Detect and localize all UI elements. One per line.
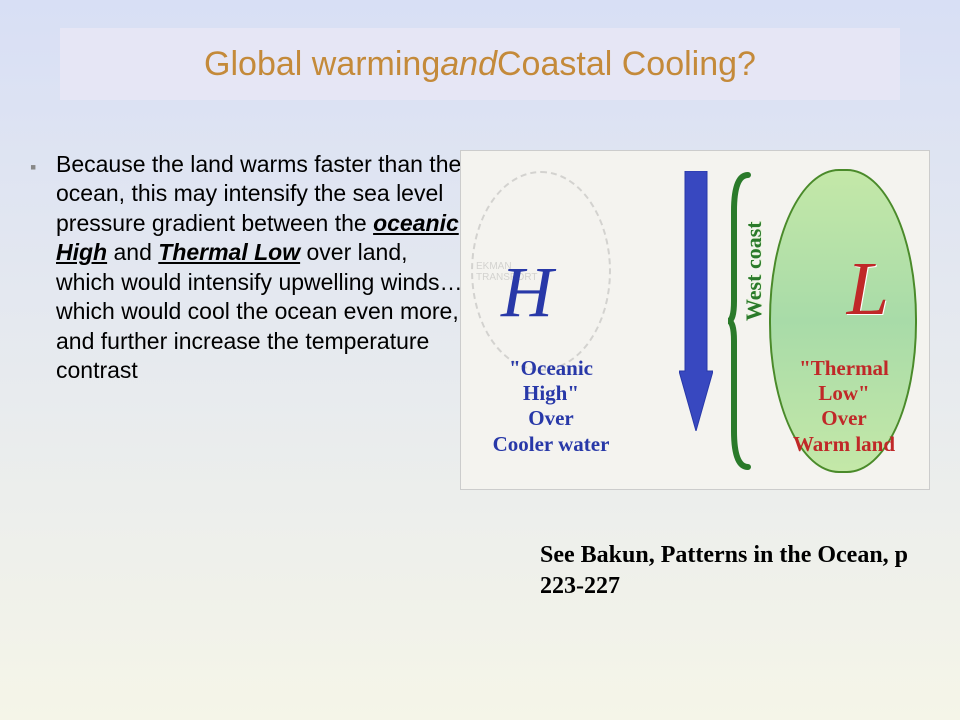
slide-title: Global warming and Coastal Cooling? [60,28,900,100]
bt2: and [107,239,158,265]
bullet-text: Because the land warms faster than the o… [56,150,470,386]
citation: See Bakun, Patterns in the Ocean, p 223-… [540,540,920,602]
coast-brace-icon [726,171,756,471]
bullet-icon: ▪ [30,150,56,386]
bullet-area: ▪ Because the land warms faster than the… [30,150,470,386]
title-post: Coastal Cooling? [497,45,756,84]
wind-arrow-icon [679,171,713,431]
thermal-low-letter: L [847,246,889,333]
be2: Thermal Low [158,239,300,265]
oceanic-high-caption: "Oceanic High" Over Cooler water [466,356,636,457]
pressure-diagram: EKMANTRANSPORT COASTALHEATING West coast… [460,150,930,490]
coast-label: West coast [741,221,767,321]
oceanic-high-letter: H [501,251,553,334]
thermal-low-caption: "Thermal Low" Over Warm land [769,356,919,457]
title-pre: Global warming [204,45,440,84]
title-italic: and [440,45,497,84]
